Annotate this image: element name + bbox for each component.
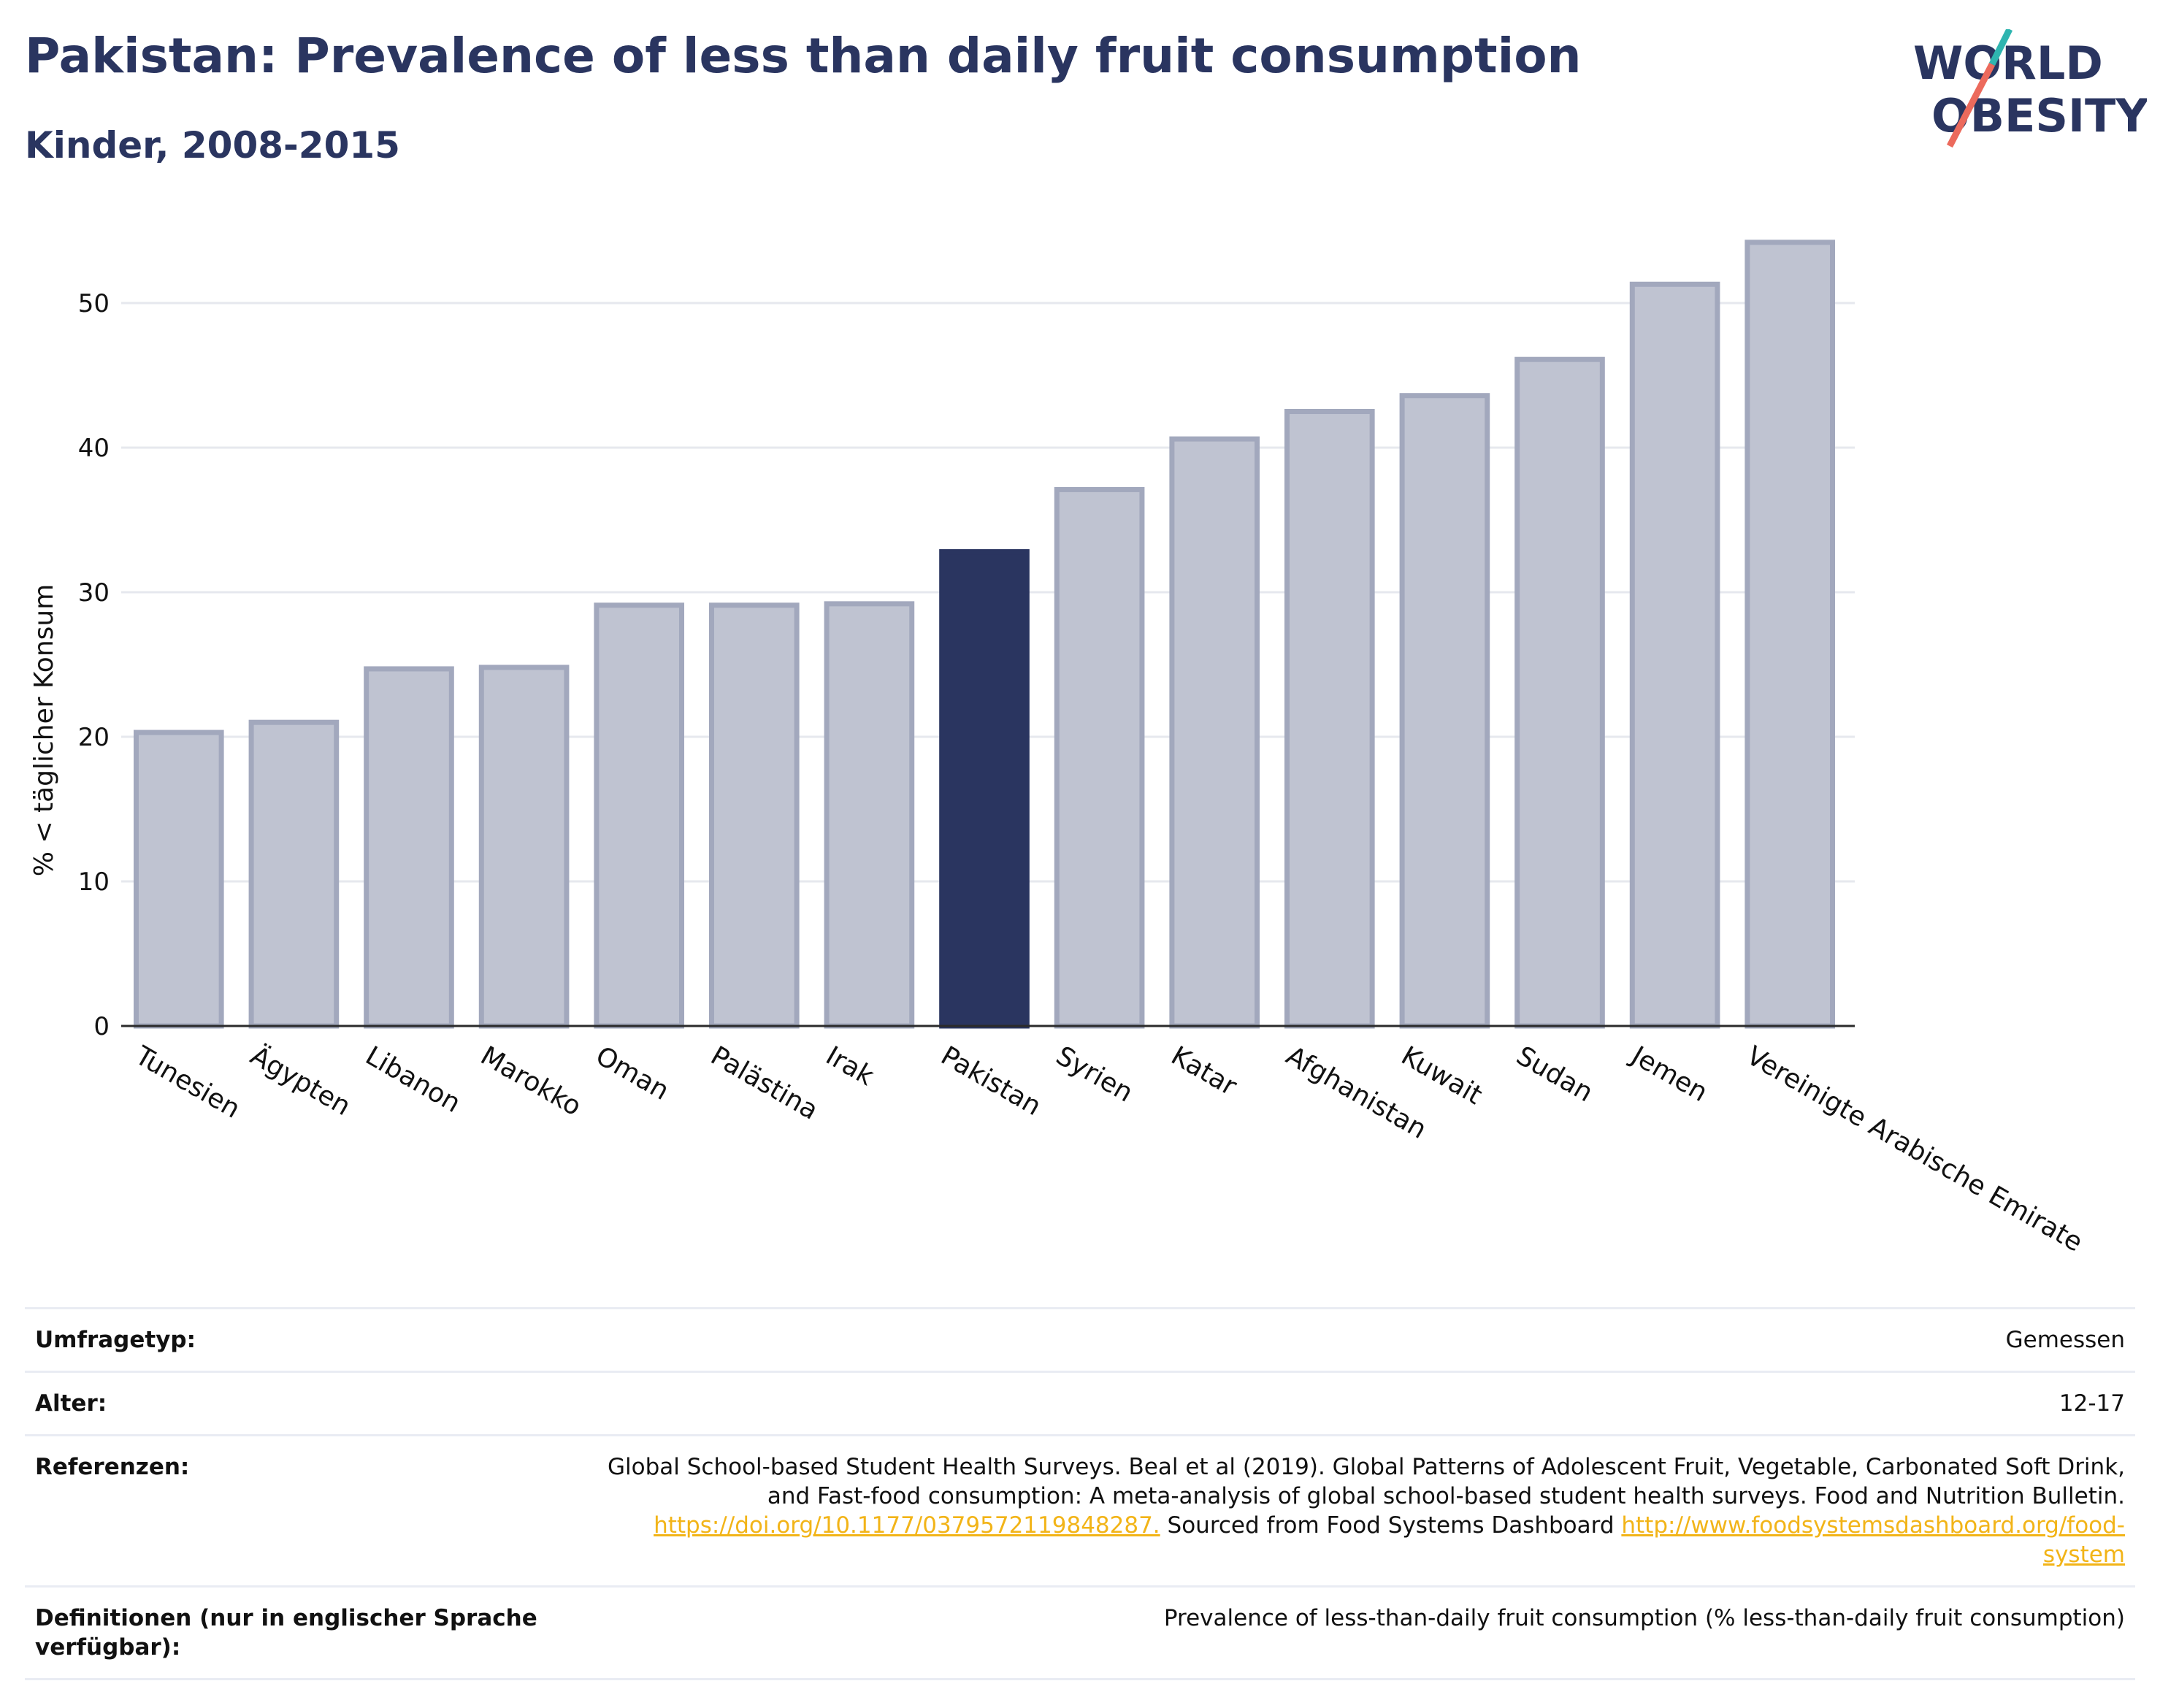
x-tick-label: Vereinigte Arabische Emirate bbox=[1742, 1041, 2088, 1257]
info-row-definitions: Definitionen (nur in englischer Sprache … bbox=[25, 1585, 2135, 1680]
reference-line: https://doi.org/10.1177/0379572119848287… bbox=[546, 1511, 2125, 1540]
x-tick-label: Libanon bbox=[361, 1041, 466, 1119]
info-label: Alter: bbox=[35, 1390, 107, 1417]
info-label: Referenzen: bbox=[35, 1454, 190, 1480]
doi-link[interactable]: https://doi.org/10.1177/0379572119848287… bbox=[654, 1512, 1160, 1539]
info-row-references: Referenzen: Global School-based Student … bbox=[25, 1434, 2135, 1585]
info-table: Umfragetyp: Gemessen Alter: 12-17 Refere… bbox=[25, 1307, 2135, 1680]
reference-line: Global School-based Student Health Surve… bbox=[608, 1454, 2125, 1480]
bar-irak[interactable] bbox=[824, 601, 915, 1029]
x-tick-label: Palästina bbox=[705, 1041, 823, 1125]
bar-vereinigte-arabische-emirate[interactable] bbox=[1745, 240, 1836, 1029]
bar-ägypten[interactable] bbox=[248, 719, 340, 1029]
bar-pakistan[interactable] bbox=[939, 549, 1030, 1029]
bar-sudan[interactable] bbox=[1514, 356, 1605, 1029]
x-tick-labels: Tunesien Ägypten Libanon Marokko Oman Palästi… bbox=[129, 1040, 2087, 1257]
logo-slash-teal bbox=[1988, 29, 2013, 66]
bar-syrien[interactable] bbox=[1054, 486, 1145, 1029]
x-tick-label: Kuwait bbox=[1396, 1041, 1487, 1111]
y-tick-labels: 0 10 20 30 40 50 bbox=[78, 289, 110, 1041]
y-tick-label: 50 bbox=[78, 289, 110, 318]
bar-kuwait[interactable] bbox=[1399, 393, 1490, 1029]
x-tick-label: Sudan bbox=[1512, 1041, 1598, 1108]
info-value: Global School-based Student Health Surve… bbox=[546, 1452, 2125, 1569]
bar-marokko[interactable] bbox=[478, 665, 570, 1029]
info-label: Definitionen (nur in englischer Sprache … bbox=[35, 1605, 537, 1661]
info-value: 12-17 bbox=[2058, 1390, 2125, 1417]
bar-afghanistan[interactable] bbox=[1284, 409, 1375, 1029]
chart-title: Pakistan: Prevalence of less than daily … bbox=[25, 28, 1582, 84]
info-value: Prevalence of less-than-daily fruit cons… bbox=[1163, 1605, 2125, 1631]
y-axis-label: % < täglicher Konsum bbox=[29, 584, 59, 877]
reference-line: and Fast-food consumption: A meta-analys… bbox=[767, 1483, 2125, 1509]
reference-line: system bbox=[546, 1540, 2125, 1569]
dashboard-link[interactable]: http://www.foodsystemsdashboard.org/food… bbox=[1621, 1512, 2125, 1539]
bar-oman[interactable] bbox=[594, 602, 685, 1029]
x-tick-label: Katar bbox=[1166, 1041, 1242, 1102]
info-row-age: Alter: 12-17 bbox=[25, 1371, 2135, 1434]
y-tick-label: 40 bbox=[78, 434, 110, 463]
bars bbox=[133, 240, 1836, 1029]
dashboard-link-continued[interactable]: system bbox=[2042, 1542, 2125, 1568]
bar-katar[interactable] bbox=[1169, 436, 1260, 1029]
info-label: Umfragetyp: bbox=[35, 1327, 196, 1353]
x-tick-label: Syrien bbox=[1051, 1041, 1138, 1108]
y-tick-label: 20 bbox=[78, 723, 110, 752]
x-tick-label: Jemen bbox=[1625, 1040, 1712, 1108]
x-tick-label: Tunesien bbox=[129, 1041, 245, 1125]
bar-jemen[interactable] bbox=[1629, 281, 1720, 1029]
bar-chart: 0 10 20 30 40 50 Tunesien Ägypten Libanon Marokk… bbox=[29, 240, 2088, 1258]
x-tick-label: Pakistan bbox=[936, 1041, 1046, 1122]
world-obesity-logo: WORLD OBESITY bbox=[1913, 29, 2147, 148]
x-tick-label: Ägypten bbox=[245, 1040, 356, 1122]
chart-subtitle: Kinder, 2008-2015 bbox=[25, 124, 400, 166]
y-tick-label: 30 bbox=[78, 578, 110, 608]
reference-text: Sourced from Food Systems Dashboard bbox=[1160, 1512, 1622, 1539]
bar-palästina[interactable] bbox=[708, 602, 800, 1029]
y-tick-label: 10 bbox=[78, 868, 110, 897]
x-tick-label: Oman bbox=[591, 1041, 674, 1106]
bar-libanon[interactable] bbox=[364, 666, 454, 1029]
logo-text-world: WORLD bbox=[1913, 37, 2103, 90]
y-tick-label: 0 bbox=[93, 1012, 110, 1041]
info-row-survey-type: Umfragetyp: Gemessen bbox=[25, 1307, 2135, 1371]
bar-tunesien[interactable] bbox=[133, 729, 224, 1029]
logo-slash-coral bbox=[1947, 62, 1995, 148]
x-tick-label: Irak bbox=[821, 1041, 879, 1092]
x-tick-label: Marokko bbox=[475, 1041, 586, 1122]
info-value: Gemessen bbox=[2005, 1327, 2125, 1353]
